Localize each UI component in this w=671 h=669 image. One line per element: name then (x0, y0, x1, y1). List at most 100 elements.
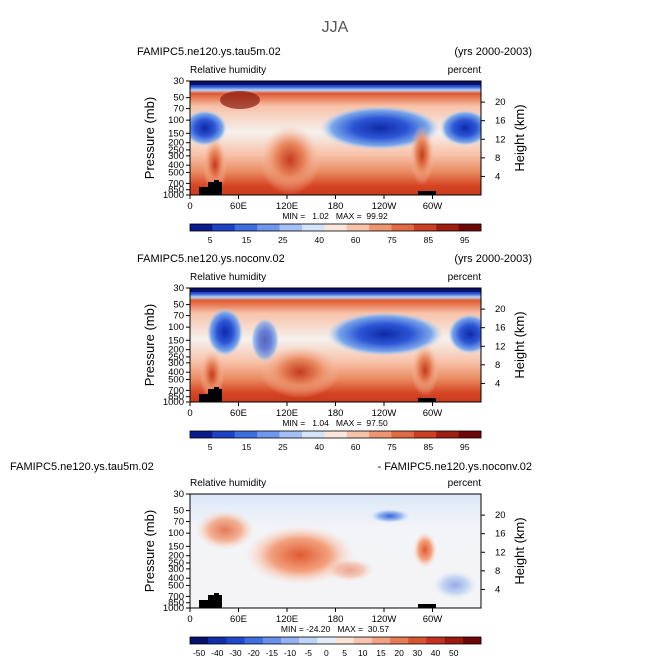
pressure-tick-label: 400 (168, 573, 184, 584)
lon-tick-label: 60E (230, 408, 247, 419)
colorbar-swatch (369, 431, 392, 438)
panel-3-stats: MIN = -24.20 MAX = 30.57 (281, 624, 389, 634)
panel-3: FAMIPC5.ne120.ys.tau5m.02 - FAMIPC5.ne12… (10, 461, 532, 658)
height-tick-label: 16 (495, 116, 506, 127)
lon-tick-label: 0 (187, 408, 192, 419)
colorbar-label: 60 (351, 235, 361, 245)
panel-2-units-label: percent (448, 272, 482, 283)
colorbar-swatch (324, 224, 347, 231)
colorbar-swatch (408, 637, 427, 644)
height-tick-label: 4 (495, 171, 500, 182)
lon-tick-label: 120W (372, 201, 397, 212)
colorbar-swatch (299, 637, 318, 644)
panel-3-left-axis-label: Pressure (mb) (142, 510, 157, 592)
colorbar-swatch (391, 431, 415, 438)
colorbar-label: 40 (315, 442, 325, 452)
colorbar-label: -30 (229, 648, 242, 658)
colorbar-swatch (413, 224, 437, 231)
pressure-tick-label: 150 (168, 541, 184, 552)
colorbar-swatch (190, 431, 213, 438)
colorbar-label: 75 (387, 235, 397, 245)
panel-2-left-axis-label: Pressure (mb) (142, 304, 157, 386)
colorbar-swatch (436, 431, 459, 438)
pressure-tick-label: 100 (168, 528, 184, 539)
lon-tick-label: 60W (423, 614, 443, 625)
lon-tick-label: 180 (328, 201, 344, 212)
colorbar-label: 25 (278, 235, 288, 245)
pressure-tick-label: 150 (168, 335, 184, 346)
pressure-tick-label: 500 (168, 374, 184, 385)
lon-tick-label: 60W (423, 201, 443, 212)
colorbar-swatch (391, 224, 415, 231)
pressure-tick-label: 70 (173, 104, 184, 115)
lon-tick-label: 60E (230, 614, 247, 625)
colorbar-swatch (369, 224, 392, 231)
colorbar-label: 30 (413, 648, 423, 658)
colorbar-label: 15 (242, 442, 252, 452)
pressure-tick-label: 1000 (163, 397, 184, 408)
colorbar-swatch (353, 637, 373, 644)
panel-2: FAMIPC5.ne120.ys.noconv.02 (yrs 2000-200… (137, 253, 532, 452)
height-tick-label: 12 (495, 341, 506, 352)
pressure-tick-label: 300 (168, 358, 184, 369)
colorbar-swatch (257, 224, 280, 231)
pressure-tick-label: 50 (173, 93, 184, 104)
colorbar-label: 15 (242, 235, 252, 245)
lon-tick-label: 180 (328, 614, 344, 625)
colorbar-swatch (317, 637, 336, 644)
colorbar-label: -15 (266, 648, 279, 658)
pressure-tick-label: 30 (173, 76, 184, 87)
colorbar-label: 50 (449, 648, 459, 658)
height-tick-label: 20 (495, 97, 506, 108)
colorbar-swatch (234, 224, 258, 231)
pressure-tick-label: 250 (168, 558, 184, 569)
colorbar-frame (189, 223, 482, 232)
height-tick-label: 16 (495, 529, 506, 540)
pressure-tick-label: 500 (168, 167, 184, 178)
height-tick-label: 12 (495, 134, 506, 145)
colorbar-label: -20 (248, 648, 261, 658)
colorbar-swatch (462, 637, 482, 644)
pressure-tick-label: 850 (168, 392, 184, 403)
colorbar-swatch (436, 224, 459, 231)
colorbar-label: 0 (324, 648, 329, 658)
panel-1-years: (yrs 2000-2003) (454, 46, 532, 58)
pressure-tick-label: 30 (173, 489, 184, 500)
colorbar-label: 75 (387, 442, 397, 452)
colorbar-swatch (262, 637, 282, 644)
panel-3-case-a: FAMIPC5.ne120.ys.tau5m.02 (10, 461, 154, 473)
pressure-tick-label: 850 (168, 185, 184, 196)
colorbar-swatch (257, 431, 280, 438)
colorbar-swatch (301, 224, 325, 231)
pressure-tick-label: 1000 (163, 190, 184, 201)
panel-2-years: (yrs 2000-2003) (454, 253, 532, 265)
panel-3-height-ticks: 20 16 12 8 4 (481, 510, 506, 595)
panel-3-units-label: percent (448, 478, 482, 489)
colorbar-swatch (301, 431, 325, 438)
colorbar-swatch (280, 637, 300, 644)
pressure-tick-label: 500 (168, 580, 184, 591)
panel-2-contours (190, 288, 481, 402)
pressure-tick-label: 300 (168, 564, 184, 575)
colorbar-label: 40 (431, 648, 441, 658)
colorbar-frame (189, 430, 482, 439)
pressure-tick-label: 700 (168, 591, 184, 602)
colorbar-swatch (335, 637, 354, 644)
panel-2-field-label: Relative humidity (190, 272, 266, 283)
panel-3-contours (190, 494, 481, 608)
pressure-tick-label: 700 (168, 178, 184, 189)
pressure-tick-label: 1000 (163, 603, 184, 614)
panel-1-left-axis-label: Pressure (mb) (142, 97, 157, 179)
colorbar-swatch (279, 431, 303, 438)
colorbar-swatch (413, 431, 437, 438)
panel-3-field-label: Relative humidity (190, 478, 266, 489)
pressure-tick-label: 200 (168, 551, 184, 562)
pressure-tick-label: 850 (168, 598, 184, 609)
lon-tick-label: 0 (187, 614, 192, 625)
colorbar-swatch (444, 637, 464, 644)
colorbar-swatch (371, 637, 391, 644)
panel-3-colorbar: -50 -40 -30 -20 -15 -10 -5 0 5 10 15 20 30 40 50 (189, 636, 482, 658)
